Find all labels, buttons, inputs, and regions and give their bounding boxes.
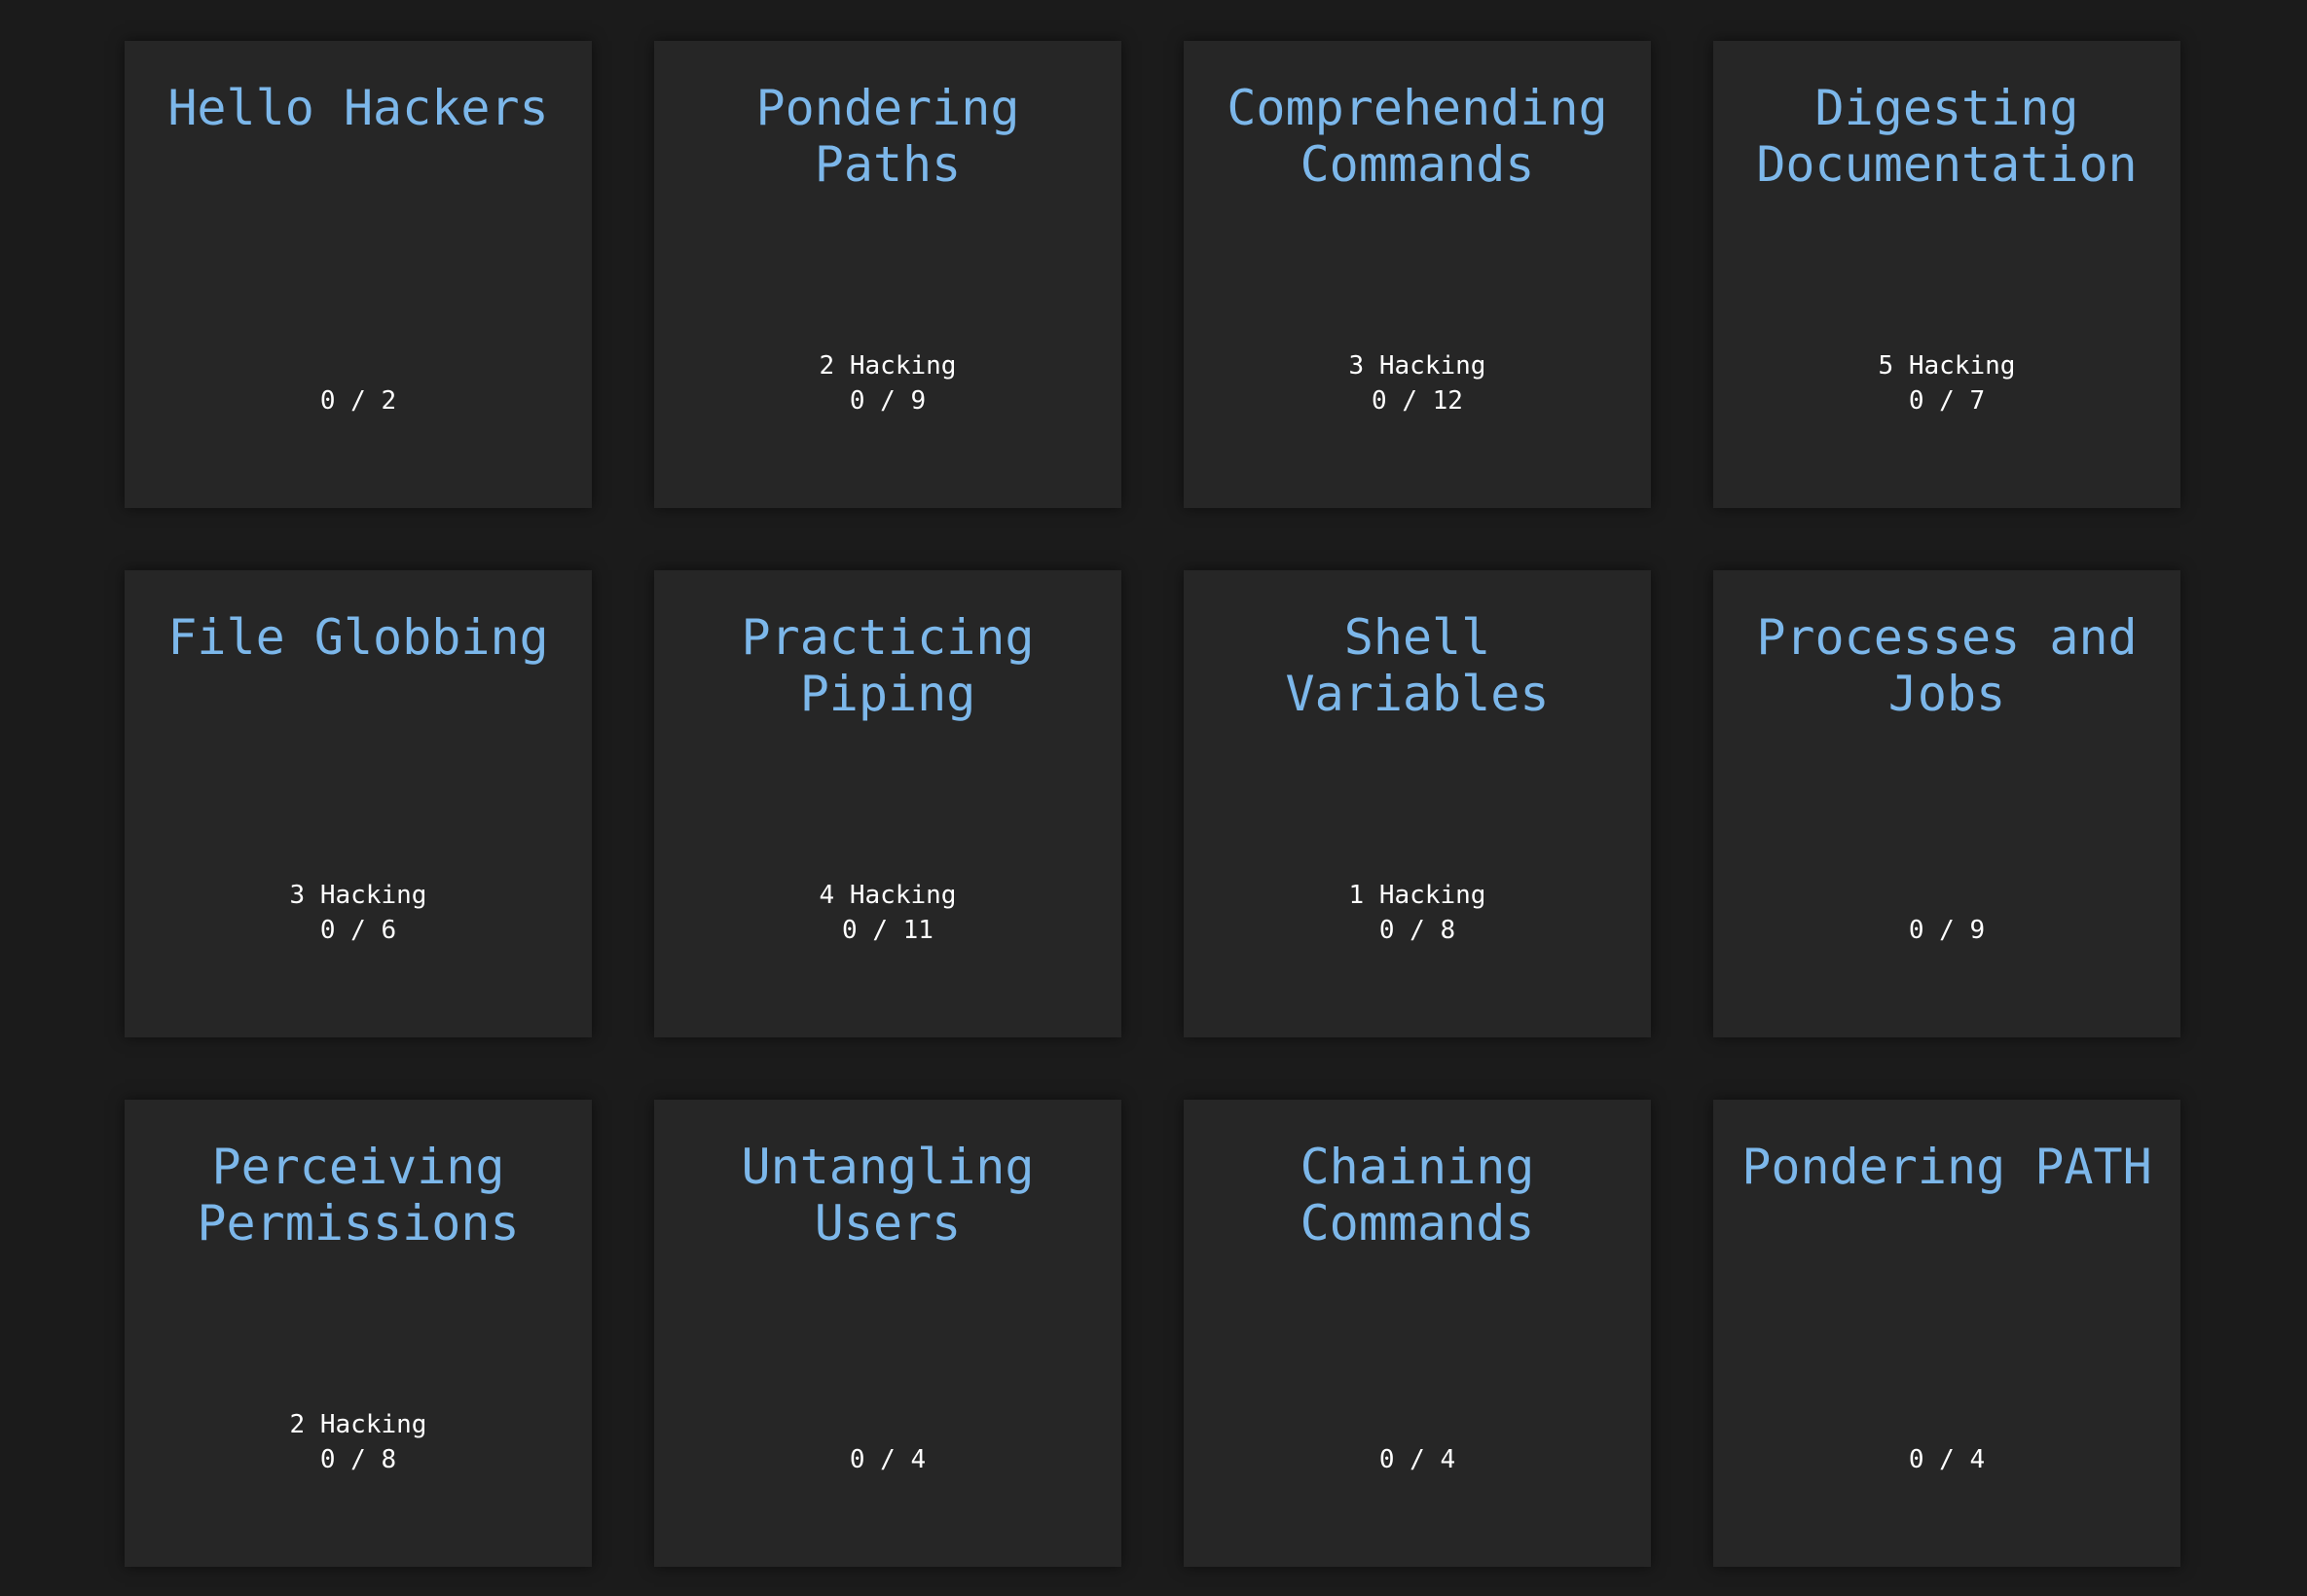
- module-stats: 0 / 2: [125, 345, 592, 418]
- module-stats: 0 / 4: [1713, 1403, 2180, 1477]
- module-title[interactable]: Chaining Commands: [1300, 1139, 1535, 1251]
- progress-count: 0 / 4: [849, 1445, 927, 1474]
- module-card-digesting-documentation[interactable]: Digesting Documentation 5 Hacking 0 / 7: [1713, 41, 2180, 508]
- module-stats: 3 Hacking 0 / 6: [125, 874, 592, 948]
- module-card-comprehending-commands[interactable]: Comprehending Commands 3 Hacking 0 / 12: [1184, 41, 1651, 508]
- progress-count: 0 / 12: [1372, 386, 1463, 416]
- module-card-pondering-path[interactable]: Pondering PATH 0 / 4: [1713, 1100, 2180, 1567]
- module-title[interactable]: File Globbing: [167, 609, 549, 666]
- progress-count: 0 / 4: [1378, 1445, 1456, 1474]
- hacking-count: 1 Hacking: [1348, 881, 1486, 910]
- module-title[interactable]: Shell Variables: [1285, 609, 1550, 722]
- module-stats: 4 Hacking 0 / 11: [654, 874, 1121, 948]
- hacking-count: 2 Hacking: [819, 351, 957, 381]
- hacking-count: 2 Hacking: [289, 1410, 427, 1439]
- module-title[interactable]: Digesting Documentation: [1756, 80, 2138, 193]
- module-title[interactable]: Pondering PATH: [1741, 1139, 2152, 1195]
- module-title[interactable]: Perceiving Permissions: [197, 1139, 520, 1251]
- module-stats: 5 Hacking 0 / 7: [1713, 345, 2180, 418]
- progress-count: 0 / 6: [319, 916, 397, 945]
- module-stats: 2 Hacking 0 / 9: [654, 345, 1121, 418]
- module-grid: Hello Hackers 0 / 2 Pondering Paths 2 Ha…: [125, 41, 2180, 1567]
- progress-count: 0 / 7: [1908, 386, 1986, 416]
- progress-count: 0 / 8: [1378, 916, 1456, 945]
- module-title[interactable]: Processes and Jobs: [1756, 609, 2138, 722]
- module-stats: 2 Hacking 0 / 8: [125, 1403, 592, 1477]
- module-card-practicing-piping[interactable]: Practicing Piping 4 Hacking 0 / 11: [654, 570, 1121, 1037]
- hacking-count: 3 Hacking: [1348, 351, 1486, 381]
- module-stats: 0 / 9: [1713, 874, 2180, 948]
- module-title[interactable]: Practicing Piping: [741, 609, 1035, 722]
- progress-count: 0 / 9: [849, 386, 927, 416]
- module-card-hello-hackers[interactable]: Hello Hackers 0 / 2: [125, 41, 592, 508]
- module-card-shell-variables[interactable]: Shell Variables 1 Hacking 0 / 8: [1184, 570, 1651, 1037]
- progress-count: 0 / 2: [319, 386, 397, 416]
- hacking-count: 5 Hacking: [1878, 351, 2016, 381]
- module-title[interactable]: Comprehending Commands: [1227, 80, 1608, 193]
- module-title[interactable]: Pondering Paths: [755, 80, 1020, 193]
- hacking-count: 4 Hacking: [819, 881, 957, 910]
- module-stats: 0 / 4: [654, 1403, 1121, 1477]
- progress-count: 0 / 8: [319, 1445, 397, 1474]
- module-card-untangling-users[interactable]: Untangling Users 0 / 4: [654, 1100, 1121, 1567]
- module-card-processes-and-jobs[interactable]: Processes and Jobs 0 / 9: [1713, 570, 2180, 1037]
- module-card-chaining-commands[interactable]: Chaining Commands 0 / 4: [1184, 1100, 1651, 1567]
- module-title[interactable]: Untangling Users: [741, 1139, 1035, 1251]
- module-card-file-globbing[interactable]: File Globbing 3 Hacking 0 / 6: [125, 570, 592, 1037]
- progress-count: 0 / 11: [842, 916, 934, 945]
- hacking-count: 3 Hacking: [289, 881, 427, 910]
- progress-count: 0 / 9: [1908, 916, 1986, 945]
- module-stats: 0 / 4: [1184, 1403, 1651, 1477]
- module-stats: 3 Hacking 0 / 12: [1184, 345, 1651, 418]
- module-card-perceiving-permissions[interactable]: Perceiving Permissions 2 Hacking 0 / 8: [125, 1100, 592, 1567]
- module-stats: 1 Hacking 0 / 8: [1184, 874, 1651, 948]
- module-card-pondering-paths[interactable]: Pondering Paths 2 Hacking 0 / 9: [654, 41, 1121, 508]
- module-title[interactable]: Hello Hackers: [167, 80, 549, 136]
- progress-count: 0 / 4: [1908, 1445, 1986, 1474]
